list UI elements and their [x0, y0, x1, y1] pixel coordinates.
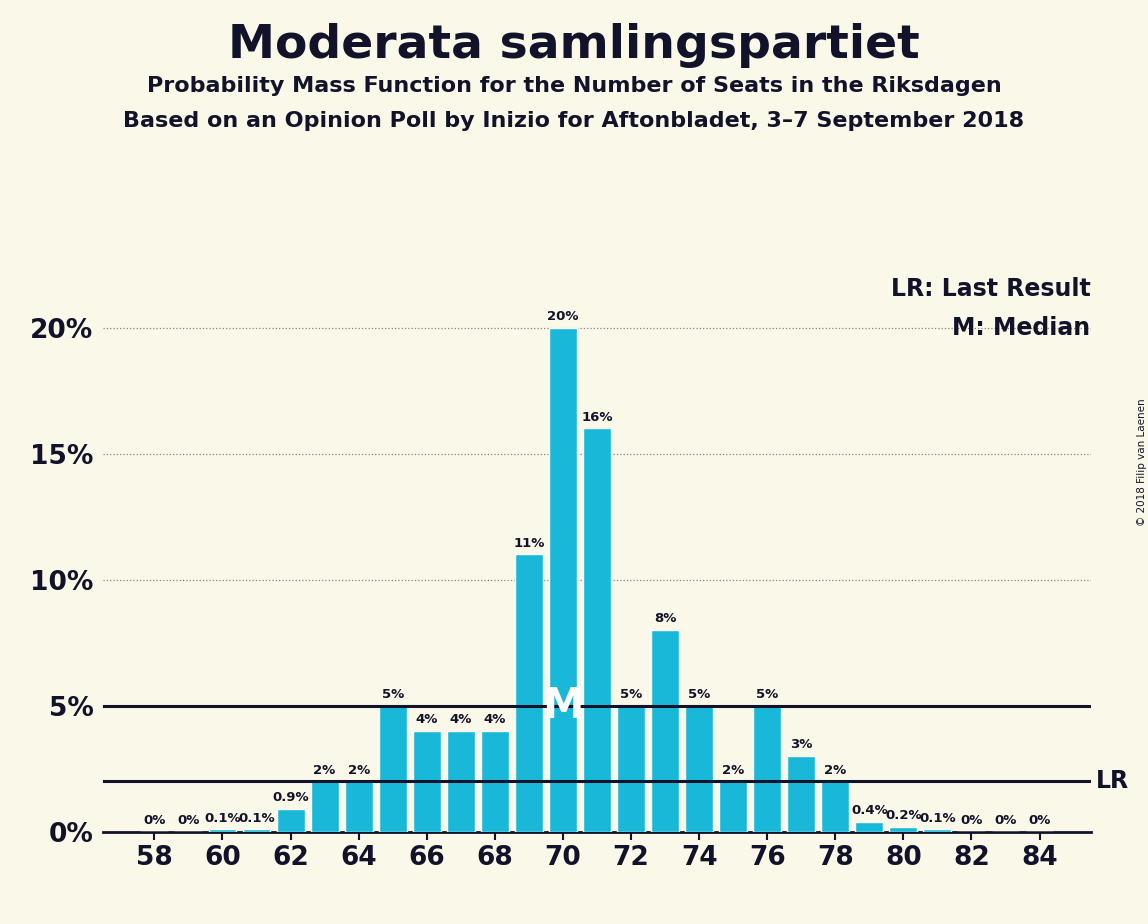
Bar — [788, 756, 815, 832]
Text: Probability Mass Function for the Number of Seats in the Riksdagen: Probability Mass Function for the Number… — [147, 76, 1001, 96]
Bar — [685, 706, 713, 832]
Text: 0.2%: 0.2% — [885, 809, 922, 822]
Text: 0.1%: 0.1% — [920, 811, 956, 824]
Bar — [890, 827, 917, 832]
Text: Moderata samlingspartiet: Moderata samlingspartiet — [228, 23, 920, 68]
Text: 2%: 2% — [722, 763, 744, 777]
Text: 4%: 4% — [483, 713, 506, 726]
Bar — [481, 731, 509, 832]
Text: M: Median: M: Median — [953, 316, 1091, 340]
Bar — [549, 328, 577, 832]
Text: 11%: 11% — [513, 537, 544, 550]
Bar — [277, 808, 304, 832]
Text: 8%: 8% — [654, 613, 676, 626]
Text: 0.9%: 0.9% — [272, 791, 309, 805]
Text: © 2018 Filip van Laenen: © 2018 Filip van Laenen — [1138, 398, 1147, 526]
Bar — [209, 829, 236, 832]
Bar — [616, 706, 645, 832]
Text: 20%: 20% — [548, 310, 579, 323]
Text: 0%: 0% — [1029, 814, 1050, 827]
Text: 2%: 2% — [313, 763, 335, 777]
Bar — [344, 781, 373, 832]
Bar — [855, 821, 883, 832]
Bar — [821, 781, 850, 832]
Text: 5%: 5% — [757, 688, 778, 701]
Text: 16%: 16% — [581, 411, 613, 424]
Bar — [413, 731, 441, 832]
Bar — [923, 829, 952, 832]
Bar — [515, 554, 543, 832]
Bar — [379, 706, 406, 832]
Text: LR: Last Result: LR: Last Result — [891, 277, 1091, 301]
Text: 5%: 5% — [381, 688, 404, 701]
Bar — [242, 829, 271, 832]
Text: 2%: 2% — [824, 763, 846, 777]
Bar — [719, 781, 747, 832]
Bar — [447, 731, 475, 832]
Text: 0%: 0% — [960, 814, 983, 827]
Bar — [753, 706, 781, 832]
Text: 2%: 2% — [348, 763, 370, 777]
Text: 4%: 4% — [450, 713, 472, 726]
Text: 5%: 5% — [688, 688, 711, 701]
Text: 3%: 3% — [790, 738, 813, 751]
Text: 0.4%: 0.4% — [851, 804, 887, 817]
Text: 5%: 5% — [620, 688, 642, 701]
Bar — [311, 781, 339, 832]
Text: 0%: 0% — [144, 814, 165, 827]
Text: Based on an Opinion Poll by Inizio for Aftonbladet, 3–7 September 2018: Based on an Opinion Poll by Inizio for A… — [124, 111, 1024, 131]
Bar — [583, 429, 611, 832]
Text: 0%: 0% — [994, 814, 1017, 827]
Text: 4%: 4% — [416, 713, 437, 726]
Text: 0%: 0% — [177, 814, 200, 827]
Bar — [651, 630, 678, 832]
Text: LR: LR — [1095, 769, 1128, 793]
Text: M: M — [542, 685, 583, 726]
Text: 0.1%: 0.1% — [238, 811, 274, 824]
Text: 0.1%: 0.1% — [204, 811, 241, 824]
